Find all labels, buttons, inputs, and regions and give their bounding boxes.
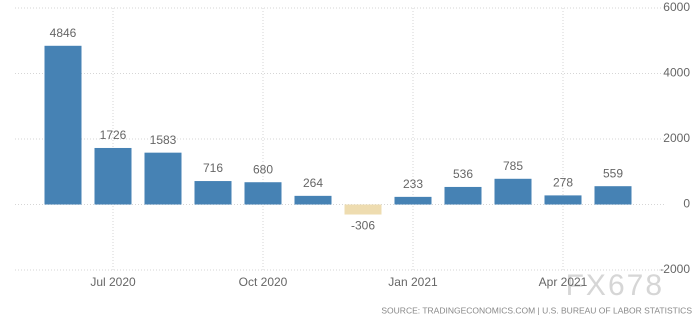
value-label: 1726 (100, 128, 127, 142)
bar (344, 204, 382, 215)
x-tick-label: Jan 2021 (388, 275, 438, 289)
bar (594, 186, 632, 205)
bar (544, 195, 582, 205)
watermark: FX678 (566, 269, 664, 302)
x-tick-label: Apr 2021 (539, 275, 588, 289)
bar (44, 45, 82, 205)
bar (244, 182, 282, 205)
bar (494, 178, 532, 205)
value-label: -306 (351, 219, 375, 233)
x-tick-label: Oct 2020 (239, 275, 288, 289)
x-tick-label: Jul 2020 (90, 275, 136, 289)
bar (144, 152, 182, 205)
bar (444, 186, 482, 205)
bar (94, 147, 132, 205)
source-note: SOURCE: TRADINGECONOMICS.COM | U.S. BURE… (381, 305, 692, 315)
value-label: 785 (503, 159, 523, 173)
y-tick-label: 4000 (663, 66, 690, 80)
value-label: 680 (253, 162, 273, 176)
bar (194, 181, 232, 205)
value-label: 1583 (150, 133, 177, 147)
value-label: 4846 (50, 26, 77, 40)
y-tick-label: 2000 (663, 131, 690, 145)
value-label: 264 (303, 176, 323, 190)
value-label: 559 (603, 166, 623, 180)
bar (294, 195, 332, 205)
y-tick-label: 6000 (663, 0, 690, 14)
y-tick-label: -2000 (659, 262, 690, 276)
value-label: 536 (453, 167, 473, 181)
value-label: 716 (203, 161, 223, 175)
y-tick-label: 0 (683, 197, 690, 211)
value-label: 278 (553, 176, 573, 190)
value-label: 233 (403, 177, 423, 191)
bar (394, 196, 432, 205)
